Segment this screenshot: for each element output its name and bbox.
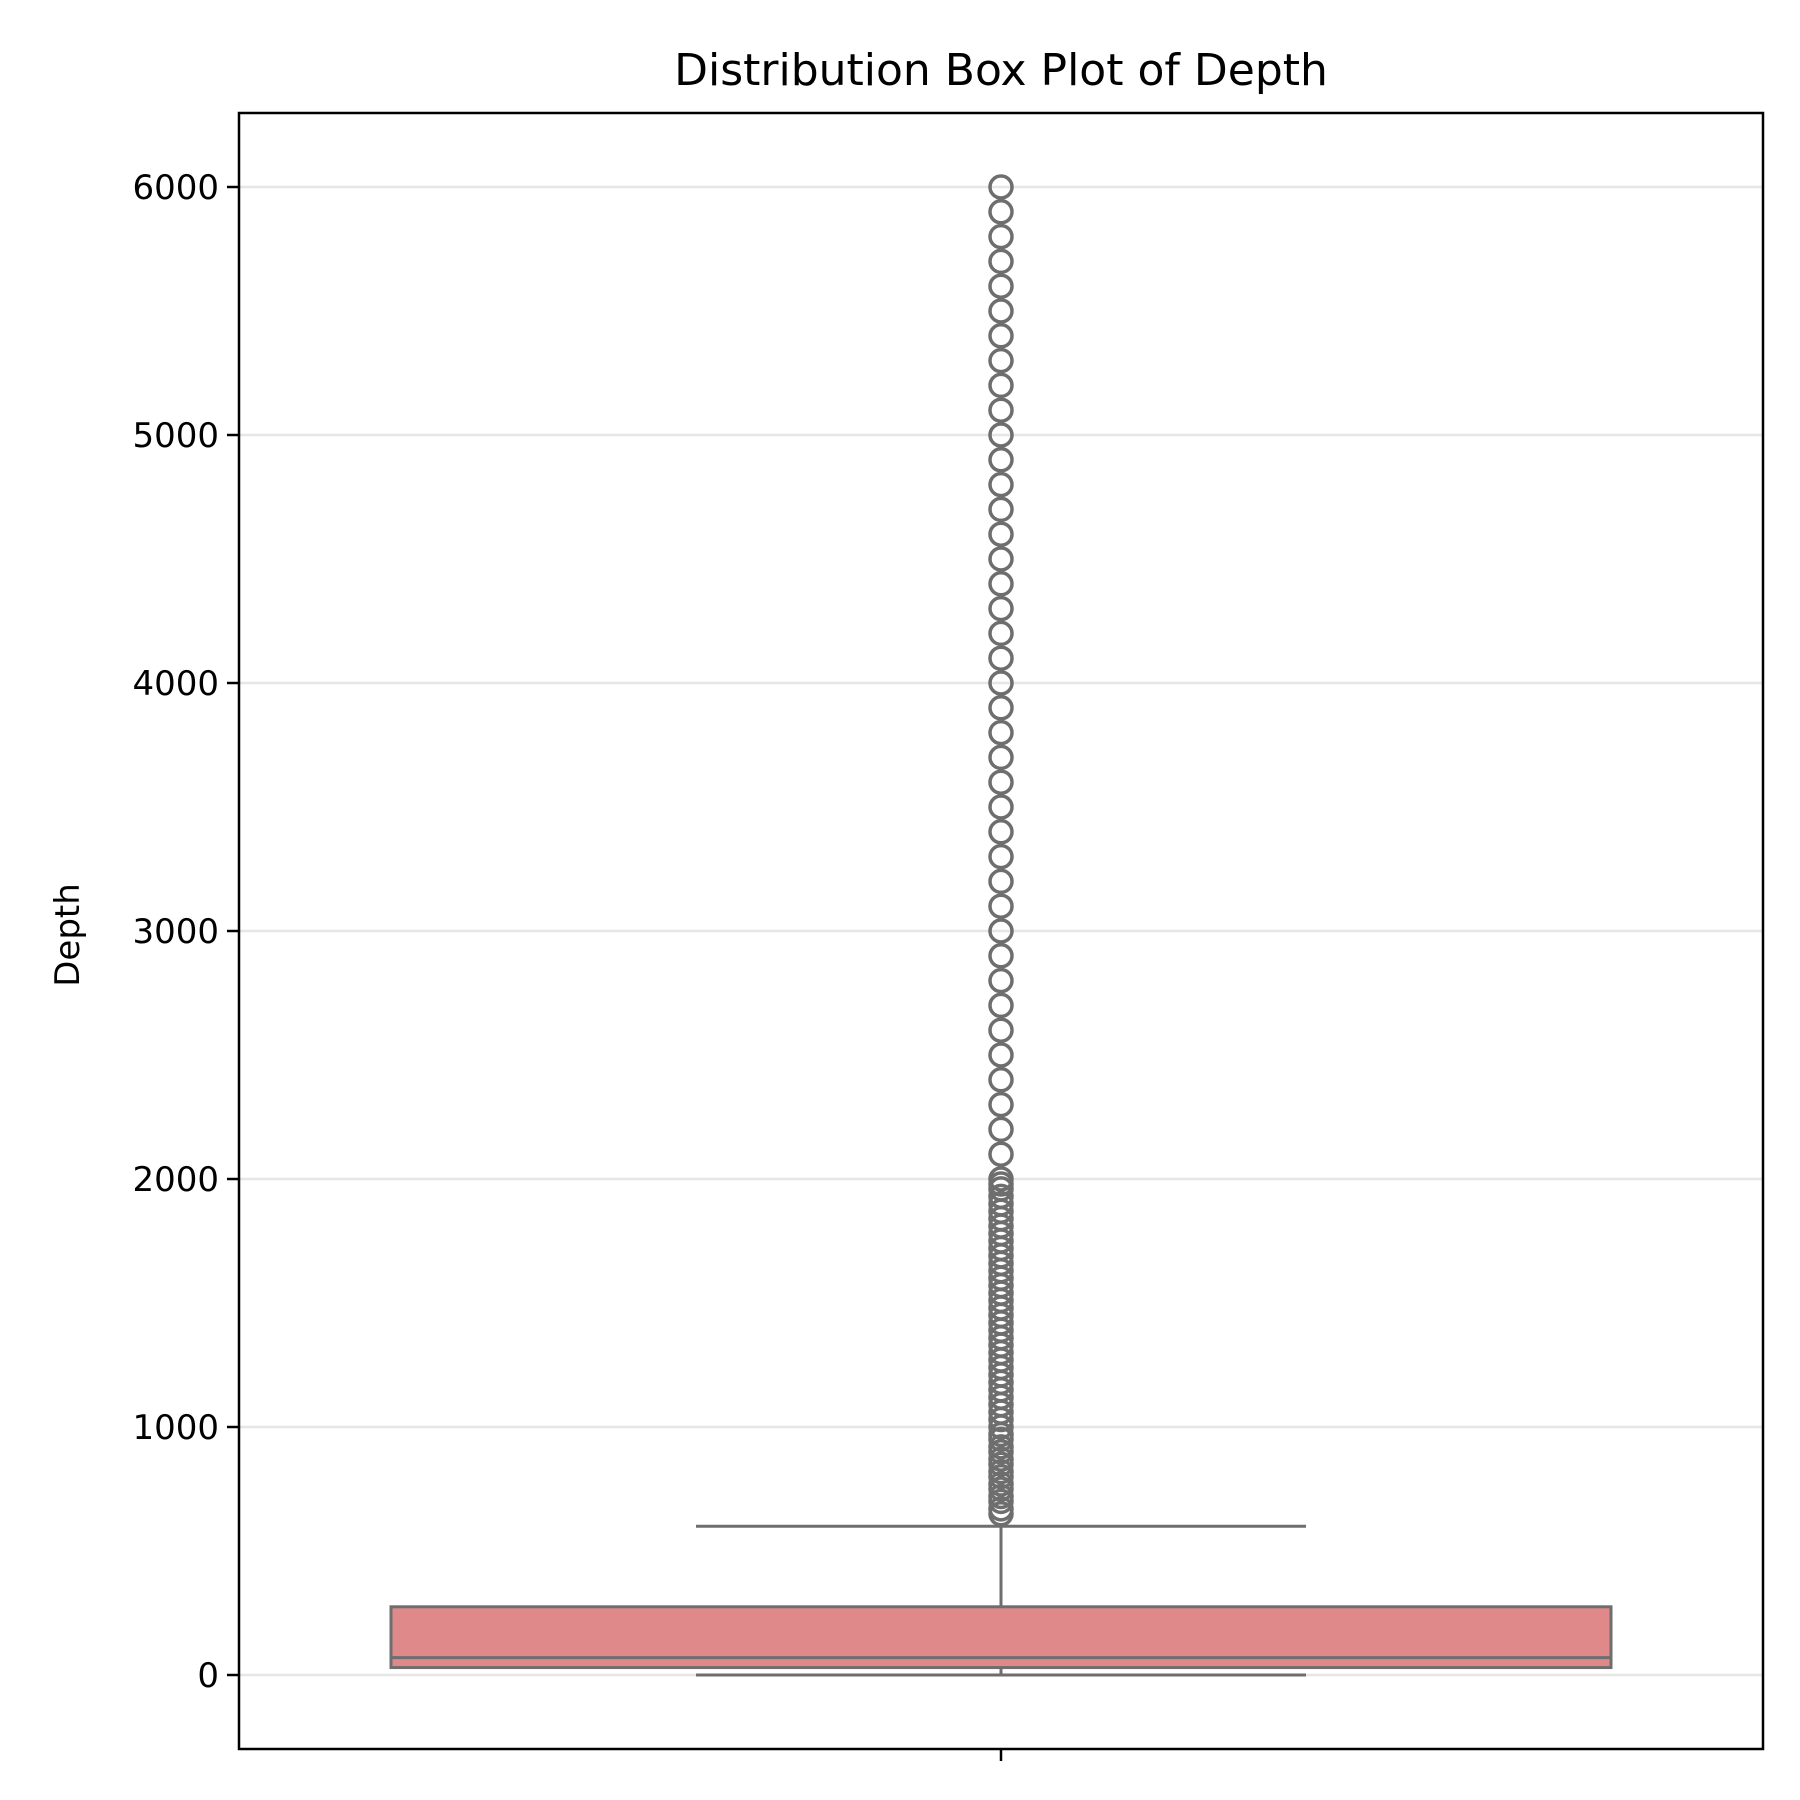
outlier-point xyxy=(988,918,1014,944)
outlier-point xyxy=(988,967,1014,994)
y-axis-label: Depth xyxy=(48,883,88,987)
outlier-point xyxy=(988,397,1014,423)
outlier-point xyxy=(988,496,1014,523)
outlier-point xyxy=(988,273,1014,299)
outlier-point xyxy=(988,819,1014,845)
outlier-point xyxy=(988,744,1014,771)
y-tick-label: 2000 xyxy=(132,1160,219,1200)
outlier-point xyxy=(988,248,1014,275)
outlier-point xyxy=(988,1434,1014,1460)
outlier-point xyxy=(988,323,1014,349)
outlier-point xyxy=(988,521,1014,547)
outlier-point xyxy=(988,695,1014,721)
y-tick-label: 1000 xyxy=(132,1408,219,1448)
y-tick-label: 3000 xyxy=(132,912,219,952)
outlier-point xyxy=(988,1166,1014,1192)
outlier-point xyxy=(988,223,1014,250)
outlier-point xyxy=(988,868,1014,895)
outlier-point xyxy=(988,595,1014,622)
outlier-point xyxy=(988,422,1014,448)
outlier-point xyxy=(988,670,1014,696)
outlier-point xyxy=(988,1042,1014,1068)
outlier-point xyxy=(988,769,1014,795)
y-tick-label: 4000 xyxy=(132,664,219,704)
outlier-point xyxy=(988,1067,1014,1093)
outlier-point xyxy=(988,1471,1014,1497)
outlier-point xyxy=(988,1446,1014,1472)
outlier-point xyxy=(988,843,1014,870)
outlier-point xyxy=(988,1458,1014,1485)
y-tick-label: 0 xyxy=(197,1656,219,1696)
outlier-point xyxy=(988,199,1014,225)
outlier-point xyxy=(988,1483,1014,1510)
outlier-point xyxy=(988,719,1014,746)
outlier-point xyxy=(988,645,1014,671)
box-group xyxy=(389,1524,1613,1677)
y-tick-label: 5000 xyxy=(132,416,219,456)
outlier-points xyxy=(988,174,1014,1527)
outlier-point xyxy=(988,1183,1014,1210)
outlier-point xyxy=(988,1496,1014,1522)
outlier-point xyxy=(988,347,1014,374)
outlier-point xyxy=(988,992,1014,1019)
outlier-point xyxy=(988,893,1014,919)
outlier-point xyxy=(988,571,1014,597)
outlier-point xyxy=(988,1191,1014,1217)
outlier-point xyxy=(988,447,1014,473)
outlier-point xyxy=(988,794,1014,820)
outlier-point xyxy=(988,546,1014,572)
chart-title: Distribution Box Plot of Depth xyxy=(674,45,1328,96)
outlier-point xyxy=(988,620,1014,647)
outlier-point xyxy=(988,174,1014,200)
outlier-point xyxy=(988,943,1014,969)
y-tick-label: 6000 xyxy=(132,168,219,208)
y-axis-ticks: 0 1000 2000 3000 4000 5000 6000 xyxy=(132,168,239,1696)
outlier-point xyxy=(988,1017,1014,1043)
outlier-point xyxy=(988,298,1014,324)
outlier-point xyxy=(988,372,1014,399)
outlier-point xyxy=(988,471,1014,498)
outlier-point xyxy=(988,1116,1014,1143)
outlier-point xyxy=(988,1141,1014,1167)
outlier-point xyxy=(988,1091,1014,1118)
